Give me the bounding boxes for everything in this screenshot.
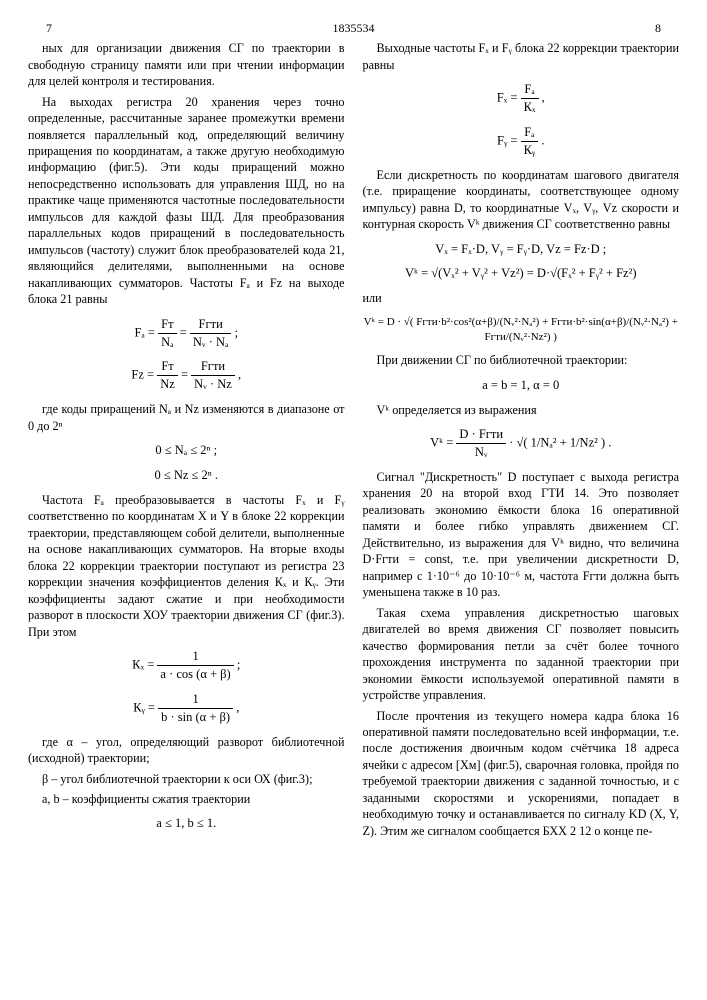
para: где коды приращений Nₐ и Nᴢ изменяются в… <box>28 401 345 434</box>
formula-vcoords: Vₓ = Fₓ·D, Vᵧ = Fᵧ·D, Vᴢ = Fᴢ·D ; <box>363 241 680 258</box>
ab-limits: a ≤ 1, b ≤ 1. <box>28 815 345 832</box>
range-nq: 0 ≤ Nₐ ≤ 2ⁿ ; <box>28 442 345 459</box>
page-num-right: 8 <box>655 20 661 36</box>
para: Сигнал "Дискретность" D поступает с выхо… <box>363 469 680 601</box>
or-label: или <box>363 290 680 306</box>
para: После прочтения из текущего номера кадра… <box>363 708 680 840</box>
formula-vk-long: Vᵏ = D · √( Fгти·b²·cos²(α+β)/(Nᵥ²·Nₐ²) … <box>363 315 680 345</box>
page-header: 7 1835534 8 <box>28 20 679 40</box>
formula-ky: Кᵧ = 1b · sin (α + β) , <box>28 691 345 726</box>
para: На выходах регистра 20 хранения через то… <box>28 94 345 308</box>
formula-fx: Fₓ = FₐКₓ , <box>363 81 680 116</box>
formula-fz: Fᴢ = FᴛNᴢ = FгтиNᵥ · Nᴢ , <box>28 358 345 393</box>
two-column-body: ных для организации движения СГ по траек… <box>28 40 679 843</box>
para: При движении СГ по библиотечной траектор… <box>363 352 680 368</box>
para: где α – угол, определяющий разворот библ… <box>28 734 345 767</box>
formula-fy: Fᵧ = FₐКᵧ . <box>363 124 680 159</box>
para: Частота Fₐ преобразовывается в частоты F… <box>28 492 345 640</box>
para: Vᵏ определяется из выражения <box>363 402 680 418</box>
para: Выходные частоты Fₓ и Fᵧ блока 22 коррек… <box>363 40 680 73</box>
patent-number: 1835534 <box>333 20 375 36</box>
right-column: Выходные частоты Fₓ и Fᵧ блока 22 коррек… <box>363 40 680 843</box>
formula-fq: Fₐ = FᴛNₐ = FгтиNᵥ · Nₐ ; <box>28 316 345 351</box>
formula-vk: Vᵏ = √(Vₓ² + Vᵧ² + Vᴢ²) = D·√(Fₓ² + Fᵧ² … <box>363 265 680 282</box>
range-nz: 0 ≤ Nᴢ ≤ 2ⁿ . <box>28 467 345 484</box>
ab-alpha: a = b = 1, α = 0 <box>363 377 680 394</box>
left-column: ных для организации движения СГ по траек… <box>28 40 345 843</box>
formula-vk3: Vᵏ = D · FгтиNᵥ · √( 1/Nₐ² + 1/Nᴢ² ) . <box>363 426 680 461</box>
para: a, b – коэффициенты сжатия траектории <box>28 791 345 807</box>
para: Если дискретность по координатам шаговог… <box>363 167 680 233</box>
para: Такая схема управления дискретностью шаг… <box>363 605 680 704</box>
para: ных для организации движения СГ по траек… <box>28 40 345 89</box>
page-num-left: 7 <box>46 20 52 36</box>
para: β – угол библиотечной траектории к оси О… <box>28 771 345 787</box>
formula-kx: Кₓ = 1a · cos (α + β) ; <box>28 648 345 683</box>
